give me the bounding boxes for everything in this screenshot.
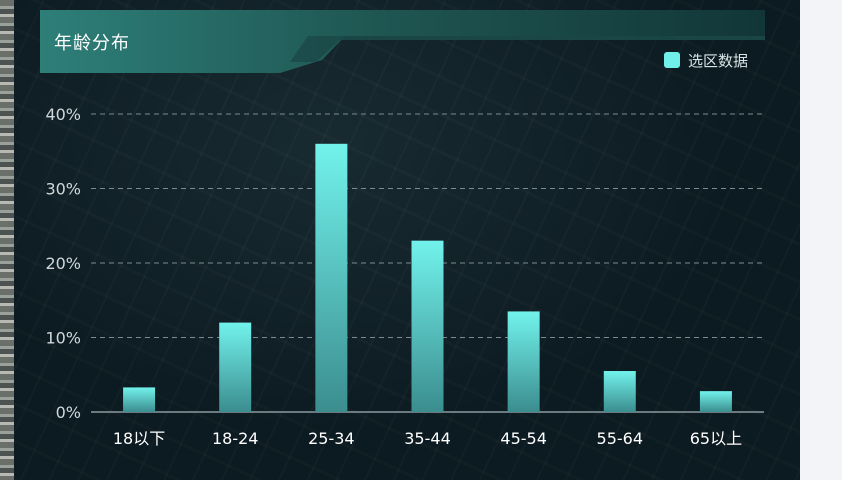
chart-title: 年龄分布 [54, 33, 130, 54]
x-tick-label: 25-34 [308, 429, 355, 448]
title-banner [40, 10, 765, 73]
x-tick-label: 18-24 [212, 429, 259, 448]
legend-label: 选区数据 [688, 51, 749, 70]
legend-swatch [664, 52, 680, 68]
y-tick-label: 10% [45, 329, 81, 348]
bar-1[interactable] [219, 322, 252, 412]
bar-chart: 0% 10% 20% 30% 40% 18以下 18-24 25-34 35-44 45-54 55… [45, 105, 764, 448]
bar-3[interactable] [411, 240, 444, 412]
bar-0[interactable] [123, 387, 156, 412]
map-edge-strip [0, 0, 14, 480]
legend[interactable]: 选区数据 [664, 50, 748, 70]
y-tick-label: 0% [56, 403, 81, 422]
x-tick-label: 18以下 [113, 429, 165, 448]
bar-6[interactable] [699, 391, 732, 412]
x-tick-label: 55-64 [597, 429, 644, 448]
age-distribution-panel: 年龄分布 选区数据 0% 10% 20% 30% 40% 18以下 18-24 25-34 35… [14, 0, 800, 480]
bar-2[interactable] [315, 143, 348, 413]
bar-5[interactable] [603, 371, 636, 412]
y-tick-label: 40% [45, 105, 81, 124]
x-tick-label: 45-54 [500, 429, 547, 448]
y-tick-label: 20% [45, 254, 81, 273]
x-tick-label: 65以上 [690, 429, 742, 448]
bar-4[interactable] [507, 311, 540, 412]
x-tick-label: 35-44 [404, 429, 451, 448]
y-tick-label: 30% [45, 180, 81, 199]
